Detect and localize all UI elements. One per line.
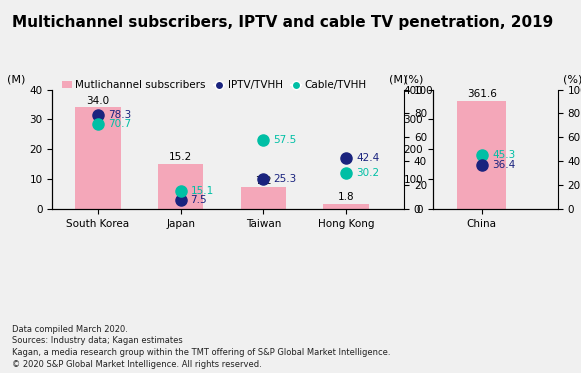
Text: 57.5: 57.5 [273, 135, 296, 145]
Bar [75, 107, 121, 209]
Text: 30.2: 30.2 [356, 168, 379, 178]
Text: Multichannel subscribers, IPTV and cable TV penetration, 2019: Multichannel subscribers, IPTV and cable… [12, 15, 553, 30]
Text: 15.2: 15.2 [169, 152, 192, 162]
Text: (%): (%) [563, 75, 581, 85]
Text: 7.2: 7.2 [255, 176, 272, 186]
Text: 36.4: 36.4 [493, 160, 516, 170]
Legend: Mutlichannel subscribers, IPTV/TVHH, Cable/TVHH: Mutlichannel subscribers, IPTV/TVHH, Cab… [58, 76, 371, 94]
Bar [457, 101, 507, 209]
Text: (%): (%) [404, 75, 424, 85]
Text: 78.3: 78.3 [107, 110, 131, 120]
Text: 15.1: 15.1 [191, 186, 214, 196]
Text: 45.3: 45.3 [493, 150, 516, 160]
Text: (M): (M) [389, 75, 407, 85]
Text: (M): (M) [6, 75, 25, 85]
Text: 70.7: 70.7 [107, 119, 131, 129]
Text: 42.4: 42.4 [356, 153, 379, 163]
Bar [324, 204, 369, 209]
Text: 34.0: 34.0 [86, 96, 109, 106]
Text: Data compiled March 2020.
Sources: Industry data; Kagan estimates
Kagan, a media: Data compiled March 2020. Sources: Indus… [12, 325, 390, 369]
Text: 1.8: 1.8 [338, 192, 354, 202]
Text: 361.6: 361.6 [467, 90, 497, 100]
Bar [241, 187, 286, 209]
Text: 7.5: 7.5 [191, 195, 207, 205]
Bar [158, 163, 203, 209]
Text: 25.3: 25.3 [273, 174, 296, 184]
